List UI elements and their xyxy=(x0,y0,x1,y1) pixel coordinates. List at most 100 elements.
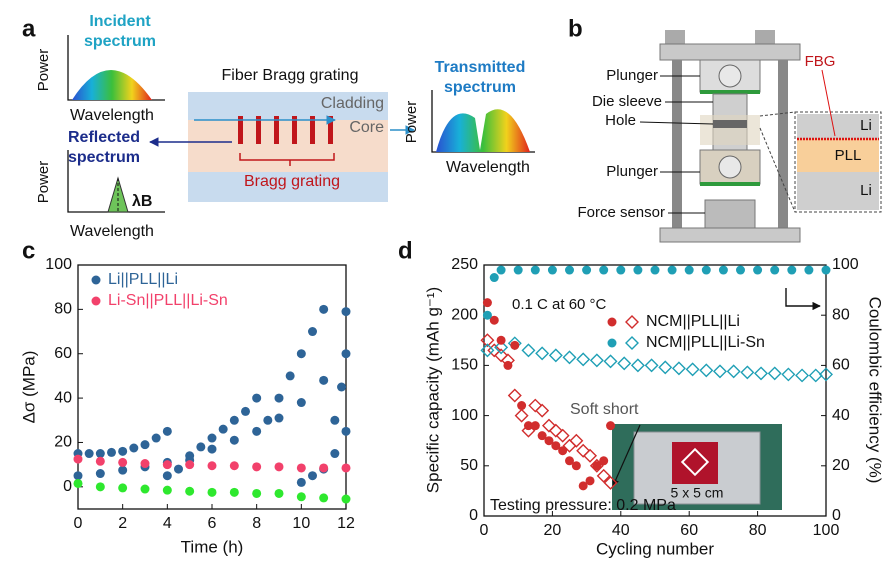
marker xyxy=(95,449,105,459)
marker xyxy=(480,333,495,348)
marker xyxy=(671,361,686,376)
marker xyxy=(740,365,755,380)
marker xyxy=(712,364,727,379)
y-tick-label: 200 xyxy=(451,306,478,323)
marker xyxy=(517,401,527,411)
marker xyxy=(521,343,536,358)
y-axis-label: Δσ (MPa) xyxy=(19,351,38,424)
marker xyxy=(118,446,128,456)
marker xyxy=(482,298,492,308)
label: Die sleeve xyxy=(592,93,662,110)
x-tick-label: 0 xyxy=(480,522,489,539)
marker xyxy=(576,352,591,367)
marker xyxy=(496,335,506,345)
y-tick-label: 20 xyxy=(54,434,72,451)
label: Force sensor xyxy=(577,204,665,221)
marker xyxy=(523,421,533,431)
y2-tick-label: 0 xyxy=(832,507,841,524)
y-tick-label: 40 xyxy=(54,389,72,406)
marker xyxy=(589,353,604,368)
marker xyxy=(162,460,172,470)
marker xyxy=(285,371,295,381)
nut xyxy=(755,30,775,46)
marker xyxy=(551,441,561,451)
marker xyxy=(503,360,513,370)
marker xyxy=(308,327,317,337)
marker xyxy=(496,265,506,275)
axis-label: Wavelength xyxy=(70,107,154,124)
marker xyxy=(140,459,150,469)
legend-label: NCM||PLL||Li-Sn xyxy=(646,334,765,351)
marker xyxy=(630,358,645,373)
plot-frame xyxy=(483,264,827,517)
x-tick-label: 20 xyxy=(544,522,562,539)
y-tick-label: 0 xyxy=(469,507,478,524)
marker xyxy=(576,443,591,458)
marker xyxy=(537,431,547,441)
legend-label: NCM||PLL||Li xyxy=(646,313,740,330)
marker xyxy=(252,488,262,498)
ball xyxy=(718,64,742,88)
marker xyxy=(754,366,769,381)
marker xyxy=(341,307,351,317)
marker xyxy=(535,403,550,418)
marker xyxy=(699,363,714,378)
marker xyxy=(487,343,502,358)
marker xyxy=(625,336,639,350)
axis-label: Wavelength xyxy=(70,223,154,240)
marker xyxy=(140,484,150,494)
marker xyxy=(726,364,741,379)
marker xyxy=(480,343,495,358)
y-axis-label: Specific capacity (mAh g⁻¹) xyxy=(423,287,442,493)
marker xyxy=(174,464,183,474)
axis-label: Power xyxy=(35,49,52,92)
label: λB xyxy=(132,193,152,210)
marker xyxy=(804,265,814,275)
axis-label: Power xyxy=(35,161,52,204)
band xyxy=(700,90,760,94)
pll-layer xyxy=(797,139,879,172)
marker xyxy=(592,461,602,471)
marker xyxy=(667,265,677,275)
panel-b: b FBG Li PLL Li Plunger Die sleeve xyxy=(568,15,882,243)
arrow xyxy=(785,288,821,311)
spectrum xyxy=(436,109,530,152)
marker xyxy=(162,426,172,436)
label: Cladding xyxy=(321,95,384,112)
marker xyxy=(603,475,618,490)
marker xyxy=(795,368,810,383)
label: Hole xyxy=(605,112,636,129)
marker xyxy=(241,406,250,416)
photo-logo xyxy=(680,447,710,477)
marker xyxy=(617,356,632,371)
marker xyxy=(510,340,520,350)
annotation: 0.1 C at 60 °C xyxy=(512,296,607,313)
marker xyxy=(252,426,262,436)
marker xyxy=(585,476,595,486)
x-tick-label: 60 xyxy=(680,522,698,539)
x-tick-label: 0 xyxy=(74,515,83,532)
marker xyxy=(596,468,611,483)
axis-label: Wavelength xyxy=(446,159,530,176)
marker xyxy=(736,265,745,275)
marker xyxy=(196,442,206,452)
marker xyxy=(341,463,351,473)
marker xyxy=(252,393,262,403)
marker xyxy=(658,360,673,375)
marker xyxy=(207,487,217,497)
marker xyxy=(753,265,763,275)
ball xyxy=(718,155,742,179)
legend-label: Li||PLL||Li xyxy=(108,271,178,288)
marker xyxy=(565,265,574,275)
label: FBG xyxy=(805,53,836,70)
y2-tick-label: 60 xyxy=(832,357,850,374)
marker xyxy=(599,456,609,466)
y-tick-label: 100 xyxy=(45,256,72,273)
marker xyxy=(319,463,329,473)
marker xyxy=(548,348,563,363)
marker xyxy=(207,461,217,471)
x-tick-label: 8 xyxy=(252,515,261,532)
marker xyxy=(489,315,499,325)
marker xyxy=(274,393,284,403)
marker xyxy=(781,367,796,382)
